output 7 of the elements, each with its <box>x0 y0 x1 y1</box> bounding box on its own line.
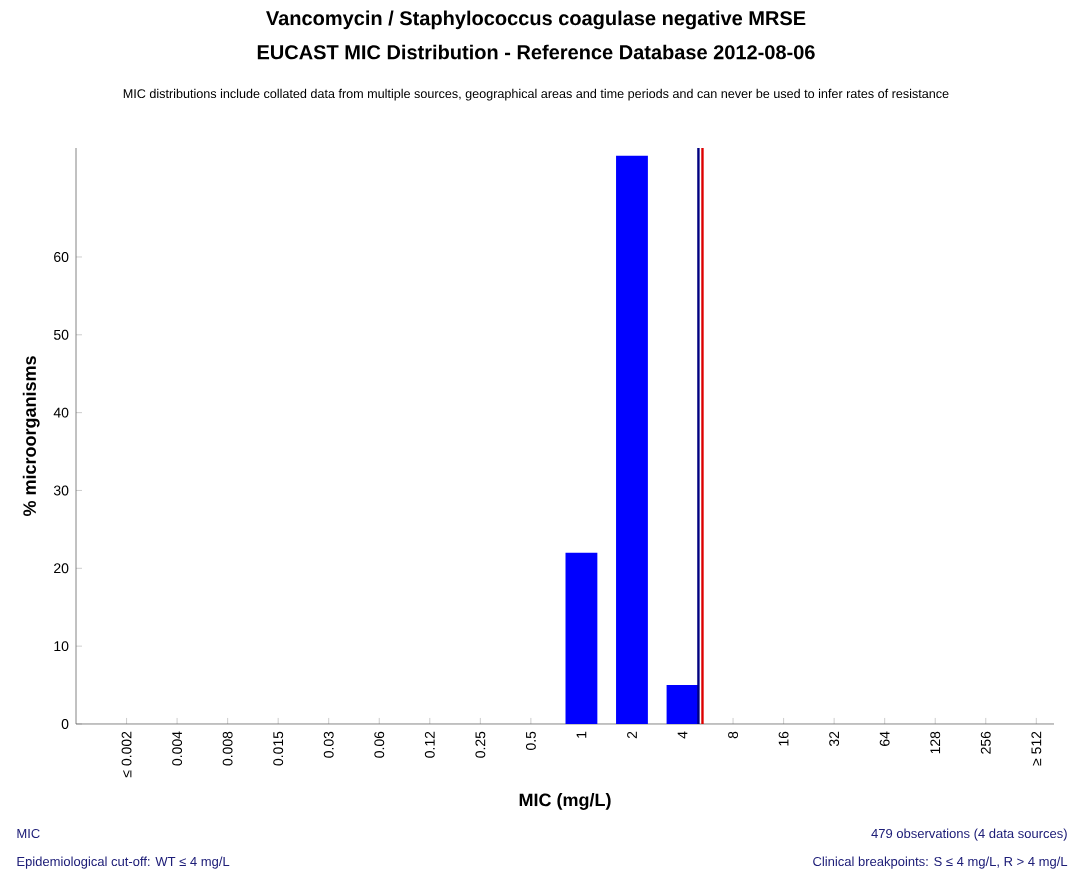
x-axis-title: MIC (mg/L) <box>519 793 611 810</box>
chart-subtitle: EUCAST MIC Distribution - Reference Database 2012-08-06 <box>257 44 815 60</box>
bar <box>565 552 598 724</box>
bar <box>666 685 699 724</box>
bar <box>616 155 648 724</box>
y-axis-title: % microorganisms <box>22 356 40 517</box>
chart-title: Vancomycin / Staphylococcus coagulase negative MRSE <box>266 10 806 30</box>
